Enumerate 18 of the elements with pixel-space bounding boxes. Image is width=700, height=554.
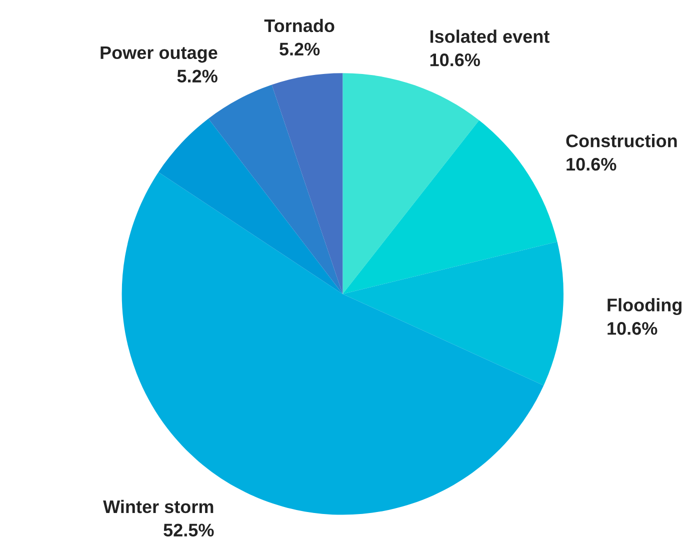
pie-slice bbox=[342, 120, 558, 294]
pie-slice bbox=[342, 73, 480, 294]
pie-slice bbox=[272, 73, 343, 294]
slice-label: Flooding bbox=[608, 298, 682, 316]
pie-slice bbox=[158, 118, 343, 294]
slice-label: Isolated event bbox=[430, 30, 550, 43]
data-label: 10.6% bbox=[566, 158, 616, 171]
data-label: 52.5% bbox=[164, 524, 214, 537]
data-label: 5.2% bbox=[177, 70, 218, 83]
pie-slice bbox=[208, 84, 343, 294]
pie-slice bbox=[342, 242, 564, 386]
slice-label: Tornado bbox=[264, 18, 334, 32]
data-label: 10.6% bbox=[608, 322, 658, 335]
data-label: 5.2% bbox=[280, 42, 320, 56]
slice-label: Power outage bbox=[100, 46, 218, 63]
slice-label: Construction bbox=[566, 134, 677, 148]
data-label: 10.6% bbox=[430, 54, 480, 66]
slice-label: Winter storm bbox=[103, 500, 214, 514]
